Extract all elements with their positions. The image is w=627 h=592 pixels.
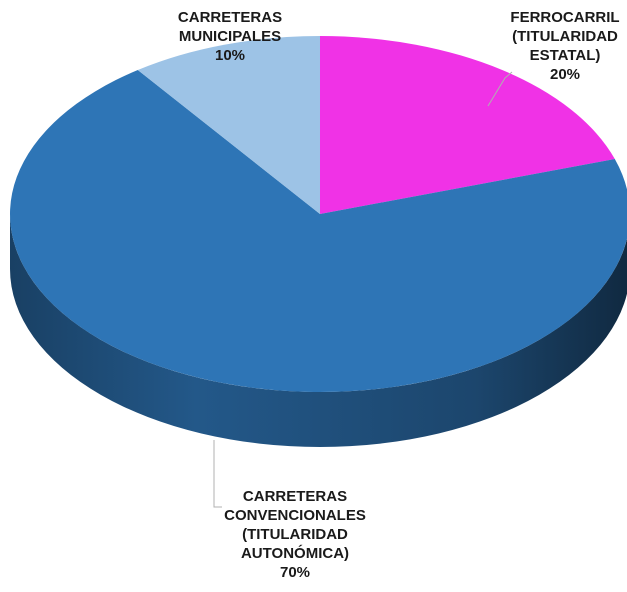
label-line: CARRETERAS <box>242 488 348 505</box>
label-line: AUTONÓMICA) <box>240 545 350 562</box>
slice-side-1 <box>10 214 627 447</box>
label-line: ESTATAL) <box>529 47 601 64</box>
value-label: 70% <box>279 564 311 581</box>
slice-top-1 <box>10 69 627 392</box>
label-line: (TITULARIDAD <box>512 28 618 45</box>
slice-label-convencionales: CARRETERAS CONVENCIONALES (TITULARIDAD A… <box>215 487 375 582</box>
label-line: MUNICIPALES <box>178 28 282 45</box>
slice-top-2 <box>137 36 320 214</box>
leader-line-convencionales <box>213 440 222 508</box>
value-label: 20% <box>549 66 581 83</box>
slice-label-ferrocarril: FERROCARRIL (TITULARIDAD ESTATAL) 20% <box>500 8 627 84</box>
label-line: CONVENCIONALES <box>224 507 366 524</box>
label-line: (TITULARIDAD <box>242 526 348 543</box>
leader-line-ferrocarril <box>487 71 513 107</box>
slice-label-municipales: CARRETERAS MUNICIPALES 10% <box>155 8 305 65</box>
label-line: CARRETERAS <box>177 9 283 26</box>
slice-top-0 <box>320 36 615 214</box>
label-line: FERROCARRIL <box>510 9 620 26</box>
value-label: 10% <box>214 47 246 64</box>
